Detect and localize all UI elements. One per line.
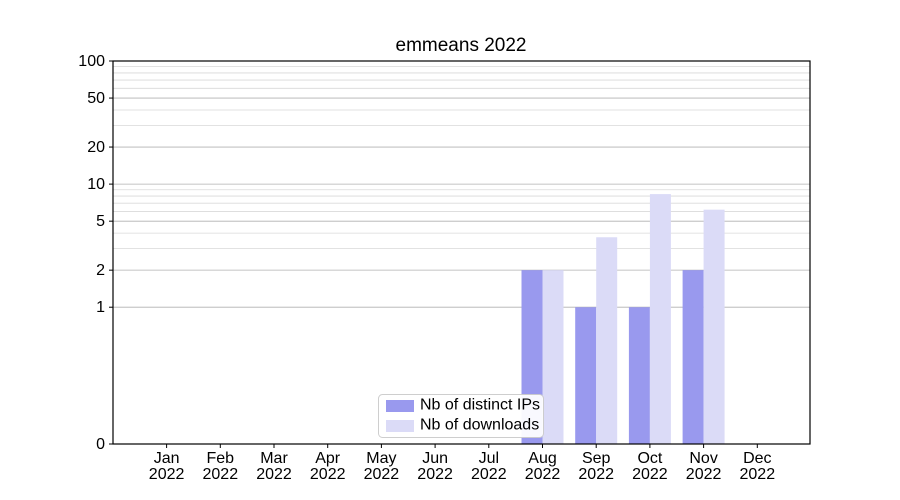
svg-text:2022: 2022 [149,466,185,483]
svg-text:2022: 2022 [364,466,400,483]
svg-text:2: 2 [96,262,105,279]
svg-text:2022: 2022 [740,466,776,483]
svg-text:2022: 2022 [471,466,507,483]
svg-text:0: 0 [96,436,105,453]
svg-text:Nb of distinct IPs: Nb of distinct IPs [420,397,540,414]
svg-text:Jun: Jun [422,450,448,467]
svg-text:Aug: Aug [528,450,556,467]
svg-text:2022: 2022 [310,466,346,483]
svg-text:emmeans 2022: emmeans 2022 [396,35,527,56]
svg-text:Jan: Jan [154,450,180,467]
svg-text:2022: 2022 [203,466,239,483]
svg-text:Jul: Jul [479,450,499,467]
svg-text:100: 100 [78,53,105,70]
svg-text:Nov: Nov [689,450,717,467]
svg-text:Mar: Mar [260,450,288,467]
svg-text:Sep: Sep [582,450,611,467]
svg-text:1: 1 [96,299,105,316]
svg-text:2022: 2022 [417,466,453,483]
svg-text:2022: 2022 [632,466,668,483]
svg-text:May: May [366,450,396,467]
svg-text:Oct: Oct [637,450,662,467]
svg-text:2022: 2022 [578,466,614,483]
svg-text:Nb of downloads: Nb of downloads [420,417,539,434]
svg-text:2022: 2022 [686,466,722,483]
svg-text:10: 10 [87,176,105,193]
svg-text:5: 5 [96,213,105,230]
svg-text:20: 20 [87,139,105,156]
svg-text:Feb: Feb [207,450,235,467]
svg-text:Dec: Dec [743,450,771,467]
svg-text:2022: 2022 [525,466,561,483]
svg-text:2022: 2022 [256,466,292,483]
svg-text:Apr: Apr [315,450,341,467]
svg-text:50: 50 [87,90,105,107]
